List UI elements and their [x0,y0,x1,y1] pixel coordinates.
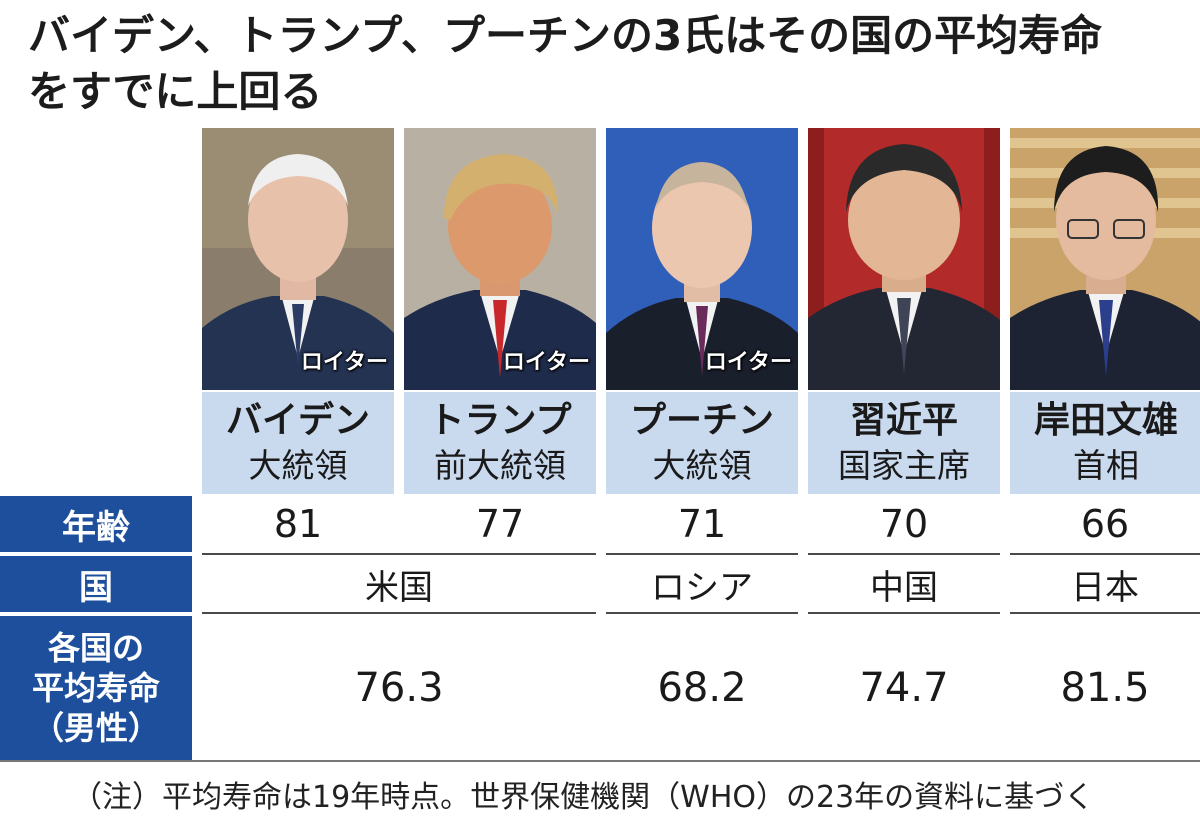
age-value: 71 [677,502,727,546]
name-box-kishida: 岸田文雄 首相 [1010,392,1200,494]
divider [1010,612,1200,614]
portrait-trump: ロイター [404,128,596,390]
person-name: トランプ [428,400,572,441]
life-expectancy-value: 74.7 [859,665,949,711]
age-value: 70 [879,502,929,546]
life-expectancy-value: 68.2 [657,665,747,711]
age-value: 66 [1080,502,1130,546]
divider [202,612,596,614]
portrait-putin: ロイター [606,128,798,390]
person-title: 大統領 [652,446,752,485]
person-name: プーチン [629,400,774,441]
country-name: 米国 [365,567,433,608]
row-label-country: 国 [0,556,192,612]
row-label-age: 年齢 [0,496,192,552]
life-expectancy-value: 81.5 [1060,665,1150,711]
portrait-kishida [1010,128,1200,390]
age-value: 81 [273,502,323,546]
divider [808,553,1000,555]
row-label-life-line-3: （男性） [31,709,160,747]
footnote: （注）平均寿命は19年時点。世界保健機関（WHO）の23年の資料に基づく [72,780,1095,815]
row-label-life-line-1: 各国の [47,629,144,667]
country-name: 中国 [870,567,938,608]
row-label-life-line-2: 平均寿命 [31,669,160,707]
name-box-biden: バイデン 大統領 [202,392,394,494]
divider [1010,553,1200,555]
divider [606,612,798,614]
headline-line-1: バイデン、トランプ、プーチンの3氏はその国の平均寿命 [28,11,1103,60]
photo-credit: ロイター [300,350,388,375]
portrait-biden: ロイター [202,128,394,390]
name-box-putin: プーチン 大統領 [606,392,798,494]
divider [606,553,798,555]
headline-line-2: をすでに上回る [28,67,323,116]
row-label-life-expectancy: 各国の 平均寿命 （男性） [0,616,192,760]
photo-credit: ロイター [502,350,590,375]
person-title: 首相 [1073,446,1139,485]
person-title: 大統領 [248,446,348,485]
headline: バイデン、トランプ、プーチンの3氏はその国の平均寿命 をすでに上回る [28,8,1188,120]
person-name: 岸田文雄 [1033,400,1178,441]
name-box-xi: 習近平 国家主席 [808,392,1000,494]
name-box-trump: トランプ 前大統領 [404,392,596,494]
person-name: 習近平 [849,400,958,441]
life-expectancy-value: 76.3 [354,665,444,711]
person-title: 国家主席 [838,446,970,485]
country-name: 日本 [1071,567,1139,608]
person-title: 前大統領 [434,446,566,485]
footer-divider [0,760,1200,762]
age-value: 77 [475,502,525,546]
person-name: バイデン [225,400,370,441]
divider [202,553,596,555]
photo-credit: ロイター [704,350,792,375]
divider [808,612,1000,614]
country-name: ロシア [651,567,753,608]
portrait-xi [808,128,1000,390]
